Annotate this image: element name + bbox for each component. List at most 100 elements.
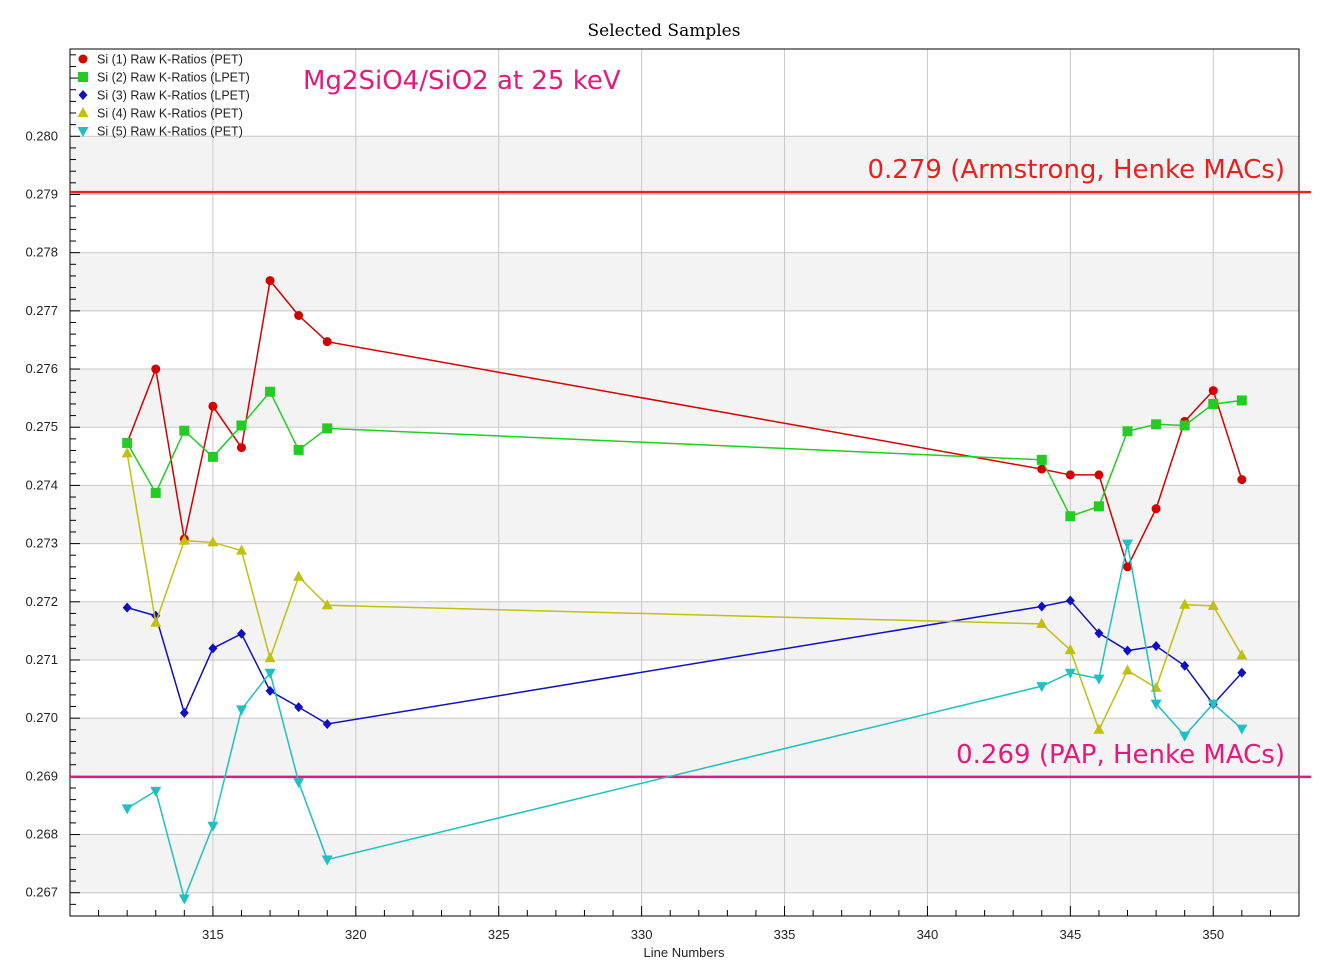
x-tick-label: 345	[1059, 927, 1081, 942]
y-tick-label: 0.278	[25, 245, 58, 260]
data-point	[179, 707, 189, 718]
data-point	[1064, 668, 1076, 679]
y-tick-label: 0.276	[25, 361, 58, 376]
data-point	[264, 668, 276, 679]
plot-area	[69, 48, 1300, 917]
series-2	[122, 386, 1247, 522]
data-point	[1094, 470, 1104, 480]
data-point	[122, 602, 132, 613]
data-point	[1179, 420, 1190, 431]
data-point	[321, 855, 333, 866]
data-point	[265, 685, 275, 696]
data-point	[1179, 731, 1191, 742]
x-axis-label: Line Numbers	[644, 945, 725, 960]
y-tick-label: 0.279	[25, 186, 58, 201]
legend-marker	[78, 90, 88, 100]
chart-title: Selected Samples	[588, 21, 741, 41]
plot-band	[70, 252, 1299, 311]
data-point	[151, 364, 161, 374]
series-line	[126, 453, 1243, 732]
data-point	[1123, 562, 1133, 572]
data-point	[1065, 470, 1075, 480]
data-point	[178, 534, 190, 545]
data-point	[1151, 641, 1161, 652]
data-point	[235, 705, 247, 716]
axis-ticks	[69, 54, 1300, 917]
data-point	[1093, 674, 1105, 685]
legend-marker	[77, 107, 89, 117]
legend-marker	[78, 72, 88, 82]
series-3	[122, 595, 1247, 729]
data-point	[1151, 504, 1161, 514]
data-series	[121, 276, 1248, 905]
data-point	[294, 702, 304, 713]
y-tick-label: 0.270	[25, 710, 58, 725]
data-point	[178, 894, 190, 905]
x-tick-label: 315	[202, 927, 224, 942]
legend-label: Si (1) Raw K-Ratios (PET)	[97, 53, 243, 67]
data-point	[1122, 539, 1134, 550]
data-point	[236, 420, 247, 431]
data-point	[121, 804, 133, 815]
plot-band	[70, 834, 1299, 893]
plot-band	[70, 136, 1299, 195]
data-point	[322, 337, 332, 347]
data-point	[207, 536, 219, 547]
data-point	[1064, 644, 1076, 655]
reference-line-label: 0.269 (PAP, Henke MACs)	[956, 740, 1285, 770]
series-4	[121, 447, 1248, 734]
data-point	[235, 544, 247, 555]
data-point	[1236, 395, 1247, 406]
x-tick-label: 330	[631, 927, 653, 942]
data-point	[1151, 419, 1162, 430]
reference-lines: 0.279 (Armstrong, Henke MACs) 0.269 (PAP,…	[70, 155, 1311, 779]
plot-band	[70, 369, 1299, 428]
data-point	[1065, 595, 1075, 606]
y-tick-label: 0.273	[25, 536, 58, 551]
data-point	[265, 386, 276, 397]
data-point	[208, 643, 218, 654]
series-line	[126, 278, 1243, 569]
data-point	[322, 718, 332, 729]
data-point	[1122, 426, 1133, 437]
data-point	[122, 437, 133, 448]
data-point	[150, 487, 161, 498]
data-point	[207, 821, 219, 832]
data-point	[1093, 501, 1104, 512]
y-tick-label: 0.277	[25, 303, 58, 318]
data-point	[150, 786, 162, 797]
x-tick-label: 340	[917, 927, 939, 942]
data-point	[236, 443, 246, 453]
series-line	[126, 390, 1242, 518]
series-line	[126, 599, 1243, 725]
plot-band	[70, 601, 1299, 660]
data-point	[208, 401, 218, 411]
y-tick-label: 0.267	[25, 885, 58, 900]
data-point	[207, 451, 218, 462]
data-point	[1037, 601, 1047, 612]
data-point	[1237, 475, 1247, 485]
data-point	[1065, 511, 1076, 522]
data-point	[1207, 599, 1219, 610]
data-point	[1237, 667, 1247, 678]
legend: Si (1) Raw K-Ratios (PET) Si (2) Raw K-Ra…	[77, 53, 250, 139]
reference-line-label: 0.279 (Armstrong, Henke MACs)	[868, 155, 1286, 185]
legend-marker	[77, 127, 89, 137]
chart-annotation: Mg2SiO4/SiO2 at 25 keV	[303, 66, 621, 96]
data-point	[179, 425, 190, 436]
grid-lines	[70, 49, 1299, 916]
x-tick-label: 335	[774, 927, 796, 942]
plot-band	[70, 485, 1299, 544]
data-point	[1094, 628, 1104, 639]
data-point	[293, 778, 305, 789]
y-tick-label: 0.274	[25, 477, 58, 492]
data-point	[293, 570, 305, 581]
x-tick-label: 350	[1202, 927, 1224, 942]
y-tick-label: 0.268	[25, 827, 58, 842]
data-point	[1236, 649, 1248, 660]
x-axis-tick-labels: 315 320 325 330 335 340 345 350	[202, 927, 1224, 942]
series-1	[122, 276, 1247, 572]
data-point	[1093, 723, 1105, 734]
y-tick-label: 0.269	[25, 768, 58, 783]
